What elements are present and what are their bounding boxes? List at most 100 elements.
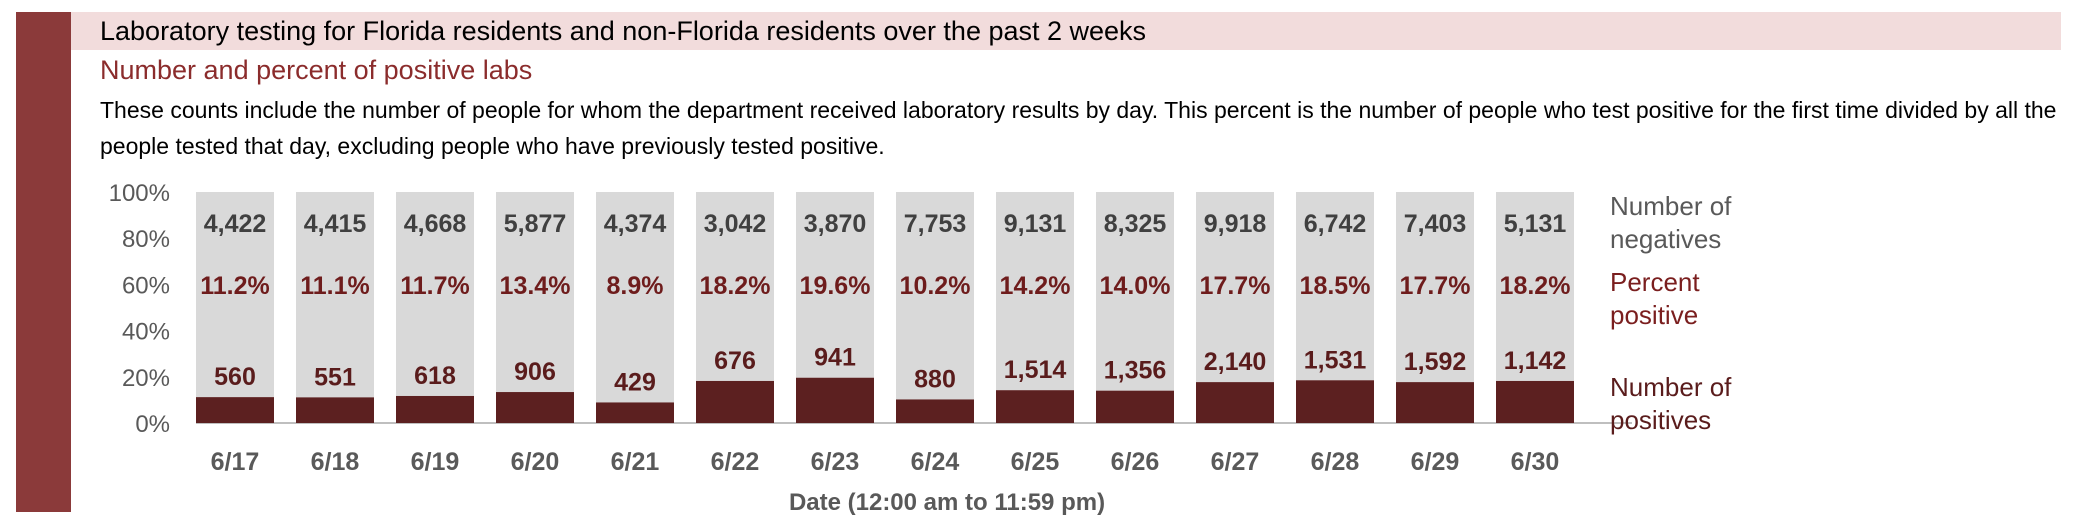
positives-count-label: 560 xyxy=(214,363,256,391)
y-tick-label: 40% xyxy=(122,319,170,346)
percent-positive-label: 17.7% xyxy=(1200,272,1271,300)
bar-negatives xyxy=(396,192,474,396)
x-tick-label: 6/29 xyxy=(1411,448,1460,476)
x-tick-label: 6/17 xyxy=(211,448,260,476)
bar-positives xyxy=(1296,380,1374,423)
bar-positives xyxy=(996,390,1074,423)
y-tick-label: 20% xyxy=(122,365,170,392)
positives-count-label: 2,140 xyxy=(1204,348,1267,376)
y-tick-label: 0% xyxy=(135,411,170,438)
negatives-count-label: 4,415 xyxy=(304,210,367,238)
bar-positives xyxy=(1396,382,1474,423)
percent-positive-label: 11.1% xyxy=(300,272,370,300)
bar-negatives xyxy=(1396,192,1474,383)
percent-positive-label: 14.2% xyxy=(1000,272,1071,300)
header-band xyxy=(71,12,2061,50)
negatives-count-label: 7,753 xyxy=(904,210,967,238)
x-axis: 6/17 6/18 6/19 6/20 6/21 6/22 6/23 6/24 6/25 6/26… xyxy=(211,448,1560,476)
negatives-count-label: 4,422 xyxy=(204,210,267,238)
percent-positive-label: 17.7% xyxy=(1400,272,1471,300)
negatives-count-label: 3,042 xyxy=(704,210,767,238)
positives-count-label: 1,514 xyxy=(1004,356,1067,384)
bar-negatives xyxy=(596,192,674,403)
bar-negatives xyxy=(896,192,974,400)
x-axis-title: Date (12:00 am to 11:59 pm) xyxy=(789,489,1105,516)
percent-positive-label: 18.2% xyxy=(1500,272,1571,300)
percent-positive-label: 19.6% xyxy=(800,272,871,300)
bar-negatives xyxy=(1196,192,1274,383)
legend: Number ofnegativesPercentpositiveNumber … xyxy=(1610,191,1732,435)
percent-positive-label: 18.5% xyxy=(1300,272,1371,300)
bar-positives xyxy=(396,395,474,423)
y-tick-label: 60% xyxy=(122,272,170,299)
left-accent-bar xyxy=(16,12,71,512)
negatives-count-label: 8,325 xyxy=(1104,210,1167,238)
positives-count-label: 880 xyxy=(914,365,956,393)
bar-negatives xyxy=(996,192,1074,391)
x-tick-label: 6/25 xyxy=(1011,448,1060,476)
bar-positives xyxy=(896,399,974,423)
y-tick-label: 80% xyxy=(122,226,170,253)
bar-positives xyxy=(496,392,574,423)
percent-positive-label: 8.9% xyxy=(607,272,664,300)
negatives-count-label: 7,403 xyxy=(1404,210,1467,238)
percent-positive-label: 18.2% xyxy=(700,272,771,300)
negatives-count-label: 6,742 xyxy=(1304,210,1367,238)
negatives-count-label: 9,131 xyxy=(1004,210,1067,238)
bar-positives xyxy=(596,402,674,423)
y-tick-label: 100% xyxy=(109,180,170,207)
bars-group: 4,422 11.2% 560 4,415 11.1% 551 4,668 11.7% 618 5… xyxy=(196,192,1574,423)
legend-percent-positive: Percent xyxy=(1610,267,1700,297)
legend-positives: Number of xyxy=(1610,372,1732,402)
percent-positive-label: 11.7% xyxy=(400,272,470,300)
positives-count-label: 618 xyxy=(414,362,456,390)
positives-count-label: 429 xyxy=(614,368,656,396)
x-tick-label: 6/24 xyxy=(911,448,960,476)
positives-count-label: 906 xyxy=(514,358,556,386)
positives-count-label: 676 xyxy=(714,347,756,375)
x-tick-label: 6/30 xyxy=(1511,448,1560,476)
chart-description: These counts include the number of peopl… xyxy=(100,97,2057,159)
bar-positives xyxy=(1096,390,1174,423)
positives-count-label: 941 xyxy=(814,344,856,372)
positives-count-label: 1,592 xyxy=(1404,348,1467,376)
negatives-count-label: 4,374 xyxy=(604,210,667,238)
percent-positive-label: 11.2% xyxy=(200,272,270,300)
bar-negatives xyxy=(496,192,574,393)
negatives-count-label: 5,131 xyxy=(1504,210,1567,238)
legend-negatives: negatives xyxy=(1610,224,1721,254)
x-tick-label: 6/20 xyxy=(511,448,560,476)
x-tick-label: 6/27 xyxy=(1211,448,1260,476)
bar-positives xyxy=(1496,380,1574,423)
percent-positive-label: 10.2% xyxy=(900,272,971,300)
bar-positives xyxy=(696,380,774,423)
positives-count-label: 551 xyxy=(314,363,356,391)
negatives-count-label: 4,668 xyxy=(404,210,467,238)
x-tick-label: 6/22 xyxy=(711,448,760,476)
page-title: Laboratory testing for Florida residents… xyxy=(100,16,1147,46)
bar-negatives xyxy=(796,192,874,378)
bar-positives xyxy=(796,377,874,423)
bar-negatives xyxy=(196,192,274,398)
percent-positive-label: 14.0% xyxy=(1100,272,1171,300)
chart-subtitle: Number and percent of positive labs xyxy=(100,55,533,85)
x-tick-label: 6/18 xyxy=(311,448,360,476)
x-tick-label: 6/19 xyxy=(411,448,460,476)
percent-positive-label: 13.4% xyxy=(500,272,571,300)
bar-positives xyxy=(296,397,374,423)
bar-negatives xyxy=(296,192,374,398)
x-tick-label: 6/23 xyxy=(811,448,860,476)
legend-percent-positive: positive xyxy=(1610,300,1698,330)
x-tick-label: 6/28 xyxy=(1311,448,1360,476)
bar-negatives xyxy=(1296,192,1374,381)
bar-negatives xyxy=(1496,192,1574,381)
positives-count-label: 1,142 xyxy=(1504,347,1567,375)
positives-count-label: 1,356 xyxy=(1104,357,1167,385)
x-tick-label: 6/26 xyxy=(1111,448,1160,476)
bar-positives xyxy=(196,397,274,423)
legend-negatives: Number of xyxy=(1610,191,1732,221)
negatives-count-label: 5,877 xyxy=(504,210,567,238)
bar-negatives xyxy=(1096,192,1174,391)
bar-negatives xyxy=(696,192,774,381)
legend-positives: positives xyxy=(1610,405,1711,435)
